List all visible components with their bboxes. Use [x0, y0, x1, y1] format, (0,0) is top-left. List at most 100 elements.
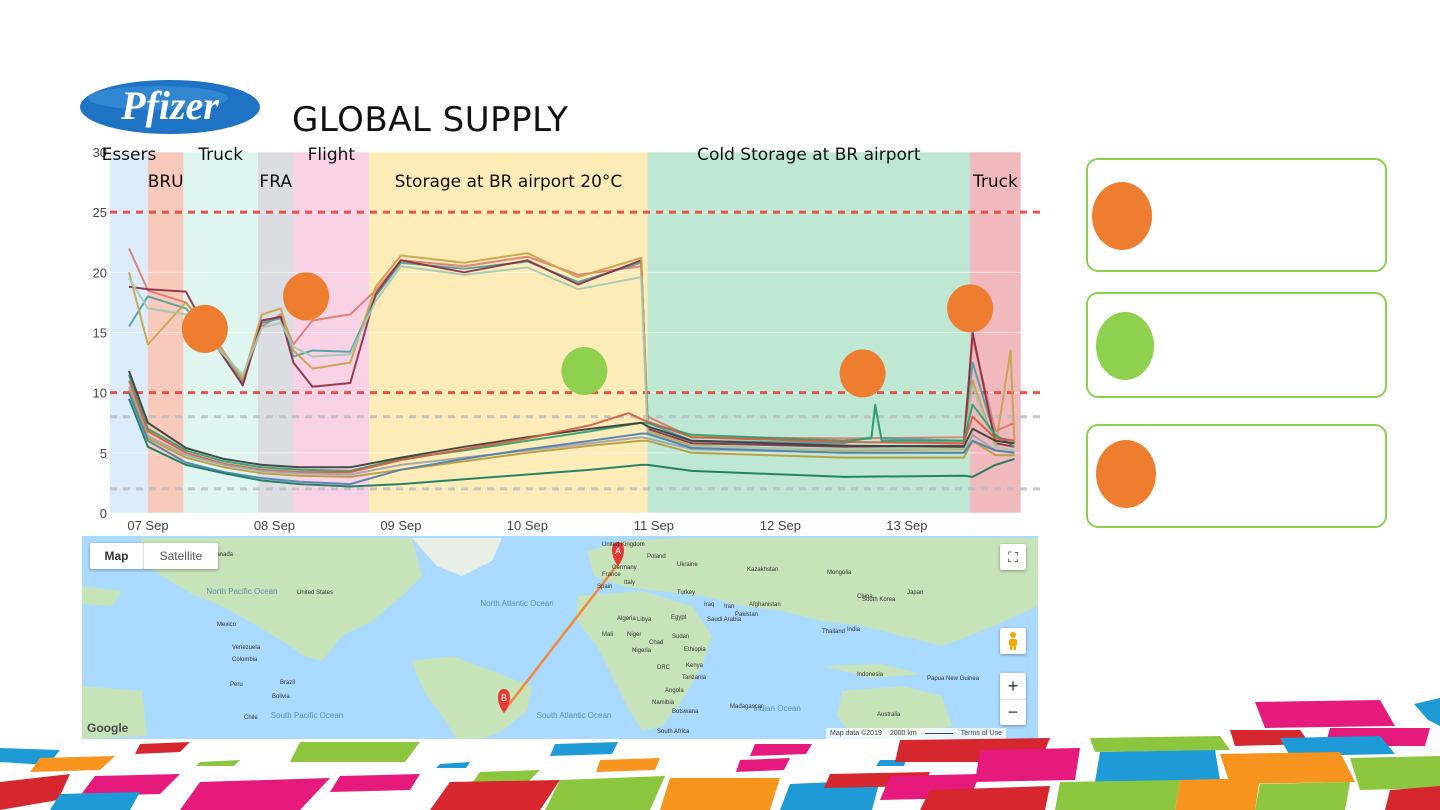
route-line	[503, 563, 619, 712]
legend-box-green	[1086, 292, 1387, 398]
place-label: Pakistan	[735, 612, 758, 618]
map-marker-a[interactable]: A	[612, 542, 624, 566]
status-marker	[561, 347, 608, 396]
map-type-map-button[interactable]: Map	[90, 543, 144, 569]
pfizer-logo: Pfizer	[78, 78, 262, 136]
place-label: Papua New Guinea	[927, 676, 980, 682]
x-tick-label: 12 Sep	[760, 518, 801, 533]
place-label: Turkey	[677, 590, 695, 596]
svg-text:B: B	[501, 693, 507, 703]
place-label: Niger	[627, 632, 641, 638]
fullscreen-icon: ⛶	[1008, 548, 1018, 565]
temperature-series-line	[128, 370, 1015, 469]
place-label: Chile	[244, 715, 258, 721]
map-marker-b[interactable]: B	[498, 689, 510, 713]
place-label: Kenya	[686, 663, 704, 669]
map-type-control: Map Satellite	[90, 543, 218, 569]
place-label: Madagascar	[730, 704, 763, 710]
y-tick-label: 0	[100, 506, 107, 521]
place-label: United Kingdom	[602, 542, 645, 548]
phase-label: Truck	[972, 172, 1018, 192]
legend-orange-dot	[1092, 182, 1152, 250]
place-label: Mali	[602, 632, 613, 638]
place-label: Tanzania	[682, 675, 707, 681]
place-label: Afghanistan	[749, 602, 781, 608]
route-map[interactable]: A B North Pacific Ocean North Atlantic O…	[82, 536, 1038, 739]
place-label: Canada	[212, 552, 234, 558]
phase-label: Truck	[197, 145, 243, 165]
map-type-satellite-button[interactable]: Satellite	[159, 549, 203, 563]
place-label: Brazil	[280, 680, 295, 686]
place-label: Venezuela	[232, 645, 261, 651]
page-title: GLOBAL SUPPLY	[292, 100, 569, 140]
street-view-button[interactable]	[1000, 628, 1026, 654]
place-label: Saudi Arabia	[707, 617, 742, 623]
place-label: Chad	[649, 640, 663, 646]
place-label: Ukraine	[677, 562, 698, 568]
place-label: Bolivia	[272, 694, 290, 700]
temperature-series-line	[128, 265, 1015, 452]
y-tick-label: 30	[93, 145, 107, 160]
place-label: Spain	[597, 584, 612, 590]
place-label: South Africa	[657, 729, 690, 735]
place-label: Poland	[647, 554, 666, 560]
y-tick-label: 5	[100, 446, 107, 461]
x-tick-label: 09 Sep	[380, 518, 421, 533]
map-data-credit: Map data ©2019	[830, 730, 882, 737]
place-label: Libya	[637, 617, 652, 623]
status-marker	[181, 304, 228, 353]
place-label: Indonesia	[857, 672, 884, 678]
place-label: China	[857, 594, 873, 600]
place-label: Peru	[230, 682, 243, 688]
place-label: DRC	[657, 665, 671, 671]
place-label: India	[847, 627, 861, 633]
place-label: Thailand	[822, 629, 845, 635]
legend-orange-dot	[1096, 440, 1156, 508]
temperature-series-line	[128, 392, 1015, 486]
place-label: Ethiopia	[684, 647, 706, 653]
place-label: Nigeria	[632, 648, 652, 654]
place-label: Namibia	[652, 700, 675, 706]
logo-wordmark: Pfizer	[120, 83, 219, 128]
phase-label: Storage at BR airport 20°C	[395, 172, 623, 192]
zoom-out-button[interactable]: −	[1007, 702, 1019, 722]
place-label: United States	[297, 590, 333, 596]
place-label: Japan	[907, 590, 923, 596]
ocean-label: Indian Ocean	[753, 704, 801, 713]
status-marker	[947, 284, 994, 333]
fullscreen-button[interactable]: ⛶	[1000, 544, 1026, 570]
place-label: Angola	[665, 688, 684, 694]
place-label: Egypt	[671, 615, 687, 621]
y-tick-label: 15	[93, 326, 107, 341]
place-label: Australia	[877, 712, 901, 718]
ocean-label: North Atlantic Ocean	[480, 599, 553, 608]
x-tick-label: 07 Sep	[127, 518, 168, 533]
place-label: Mongolia	[827, 570, 852, 576]
x-tick-label: 08 Sep	[254, 518, 295, 533]
place-label: Mexico	[217, 622, 237, 628]
place-label: Algeria	[617, 616, 636, 622]
place-label: Botswana	[672, 709, 699, 715]
x-tick-label: 10 Sep	[507, 518, 548, 533]
legend-box-orange-2	[1086, 424, 1387, 528]
temperature-chart: 0 5 10 15 20 25 30 07 Sep 08 Sep 09 Sep 10 Sep 11 S…	[93, 145, 1046, 533]
zoom-in-button[interactable]: +	[1000, 673, 1026, 700]
scale-bar	[924, 733, 953, 734]
ocean-label: South Atlantic Ocean	[537, 711, 612, 720]
place-label: Italy	[624, 580, 635, 586]
terms-link[interactable]: Terms of Use	[960, 730, 1002, 737]
svg-text:A: A	[615, 546, 621, 556]
place-label: Iran	[724, 604, 734, 610]
pegman-icon	[1009, 632, 1017, 650]
place-label: France	[602, 572, 621, 578]
place-label: Kazakhstan	[747, 567, 778, 573]
status-marker	[839, 349, 886, 398]
google-attribution: Google	[87, 721, 129, 735]
phase-label: FRA	[259, 172, 292, 192]
phase-label: BRU	[148, 172, 184, 192]
y-tick-label: 20	[93, 265, 107, 280]
temperature-series-line	[128, 398, 1015, 488]
legend-green-dot	[1096, 312, 1154, 380]
status-marker	[283, 272, 330, 321]
map-footer: Map data ©2019 2000 km Terms of Use	[826, 728, 1006, 739]
